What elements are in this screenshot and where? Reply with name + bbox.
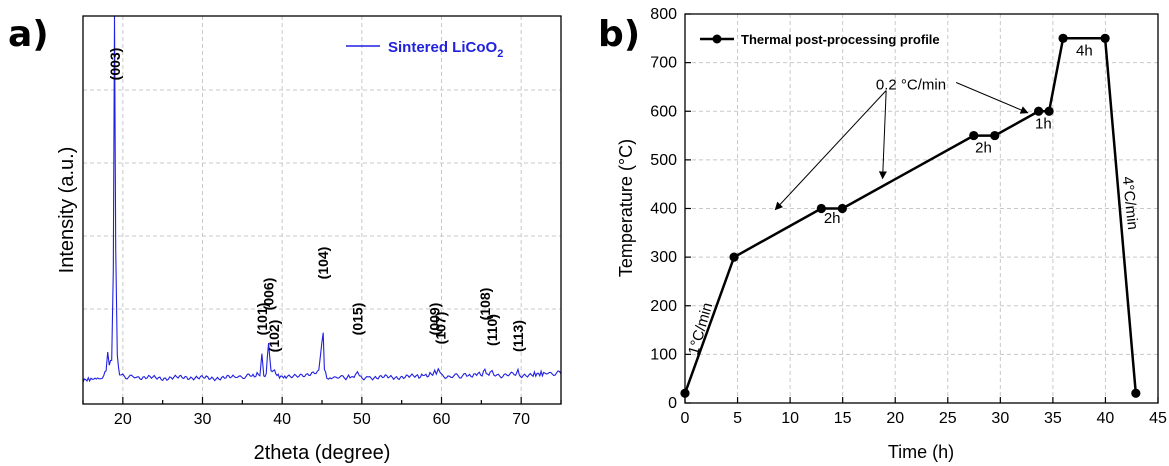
panel-a-peak-label: (102) <box>266 320 282 353</box>
panel-b-xtick-label: 40 <box>1097 410 1115 427</box>
panel-b-point <box>969 130 979 141</box>
panel-b-ytick-label: 800 <box>650 6 677 23</box>
panel-b-xtick-label: 35 <box>1044 410 1062 427</box>
panel-a-peak-label: (101) <box>254 303 270 336</box>
panel-a-xlabel: 2theta (degree) <box>254 442 391 464</box>
panel-b-ytick-label: 200 <box>650 298 677 315</box>
panel-b-xtick-label: 20 <box>886 410 904 427</box>
panel-b-legend-marker <box>712 34 722 44</box>
panel-b-xtick-label: 25 <box>939 410 957 427</box>
panel-b-xtick-label: 15 <box>834 410 852 427</box>
panel-b-xtick-label: 10 <box>781 410 799 427</box>
panel-b-point <box>1131 388 1141 398</box>
panel-b-point <box>990 130 1000 141</box>
panel-b-ytick-label: 0 <box>668 395 677 412</box>
panel-b-ytick-label: 600 <box>650 103 677 120</box>
panel-b-point <box>816 203 826 214</box>
panel-a-peak-label: (009) <box>427 303 443 336</box>
panel-b-label: b) <box>598 14 640 55</box>
panel-b-point <box>1058 33 1068 43</box>
panel-b-point <box>837 203 847 214</box>
panel-b-ylabel: Temperature (°C) <box>616 139 636 277</box>
panel-a-peak-label: (015) <box>350 303 366 336</box>
panel-a-xtick-label: 50 <box>353 411 371 428</box>
panel-a: a) (003)(101)(006)(102)(104)(015) (009)(1… <box>8 14 562 464</box>
panel-b-series <box>680 33 1141 398</box>
panel-b-ytick-label: 500 <box>650 152 677 169</box>
panel-b-xtick-label: 45 <box>1149 410 1167 427</box>
panel-a-ylabel: Intensity (a.u.) <box>56 147 78 274</box>
panel-b-annotations: 1°C/min 0.2 °C/min 2h 2h 1h 4h 4°C/min <box>685 42 1141 357</box>
panel-b-legend: Thermal post-processing profile <box>700 32 940 47</box>
panel-a-legend-label: Sintered LiCoO2 <box>388 39 503 60</box>
panel-b-legend-label: Thermal post-processing profile <box>741 32 940 47</box>
panel-a-series <box>82 16 562 383</box>
panel-b-point <box>1044 106 1054 116</box>
panel-b-arrow <box>955 82 1029 114</box>
panel-a-xtick-label: 60 <box>433 411 451 428</box>
panel-a-xtick-label: 20 <box>114 411 132 428</box>
panel-a-series-line <box>82 16 562 383</box>
panel-a-peak-label: (003) <box>107 48 123 81</box>
panel-b-annotation: 2h <box>975 140 992 157</box>
panel-b-arrow <box>774 90 887 211</box>
panel-b-point <box>1100 33 1110 43</box>
panel-b: b) 1°C/min 0.2 °C/min 2h 2h 1h 4h 4°C/min 0 5 10… <box>598 6 1167 462</box>
panel-b-annotation: 4h <box>1076 42 1093 59</box>
panel-a-label: a) <box>8 14 49 55</box>
panel-b-annotation: 2h <box>824 210 841 227</box>
panel-b-ticks: 0 5 10 15 20 25 30 35 40 45 0 100 200 300 400 500 600 700… <box>650 6 1167 427</box>
panel-b-ytick-label: 300 <box>650 249 677 266</box>
panel-b-xtick-label: 5 <box>733 410 742 427</box>
panel-a-peak-labels: (003) (101)(006) (102) (104) (015) (009)(107)… <box>107 48 526 353</box>
panel-a-grid <box>83 16 561 404</box>
panel-b-arrows <box>774 82 1029 211</box>
panel-b-annotation: 0.2 °C/min <box>876 76 946 93</box>
panel-a-legend: Sintered LiCoO2 <box>346 39 503 60</box>
panel-a-xtick-label: 70 <box>512 411 530 428</box>
panel-b-annotation: 1°C/min <box>685 301 716 357</box>
panel-b-xtick-label: 0 <box>681 410 690 427</box>
panel-b-xlabel: Time (h) <box>888 442 954 462</box>
panel-b-point <box>1033 106 1044 116</box>
panel-b-xtick-label: 30 <box>991 410 1009 427</box>
panel-a-xtick-label: 30 <box>194 411 212 428</box>
panel-a-peak-label: (108) <box>477 288 493 321</box>
panel-b-annotation: 1h <box>1035 115 1052 132</box>
panel-a-peak-label: (110) <box>484 314 500 346</box>
panel-b-point <box>729 252 739 262</box>
panel-b-arrow <box>878 90 887 180</box>
panel-b-ytick-label: 100 <box>650 346 677 363</box>
panel-a-xtick-label: 40 <box>273 411 291 428</box>
panel-b-ytick-label: 400 <box>650 201 677 218</box>
panel-a-ticks: 20 30 40 50 60 70 <box>82 397 562 428</box>
panel-b-annotation: 4°C/min <box>1119 176 1142 231</box>
panel-a-peak-label: (104) <box>315 247 331 280</box>
panel-a-peak-label: (107) <box>433 312 449 345</box>
panel-a-peak-label: (113) <box>510 320 526 352</box>
panel-b-grid <box>685 14 1158 403</box>
panel-b-ytick-label: 700 <box>650 55 677 72</box>
panel-a-peak-label: (006) <box>261 278 277 311</box>
